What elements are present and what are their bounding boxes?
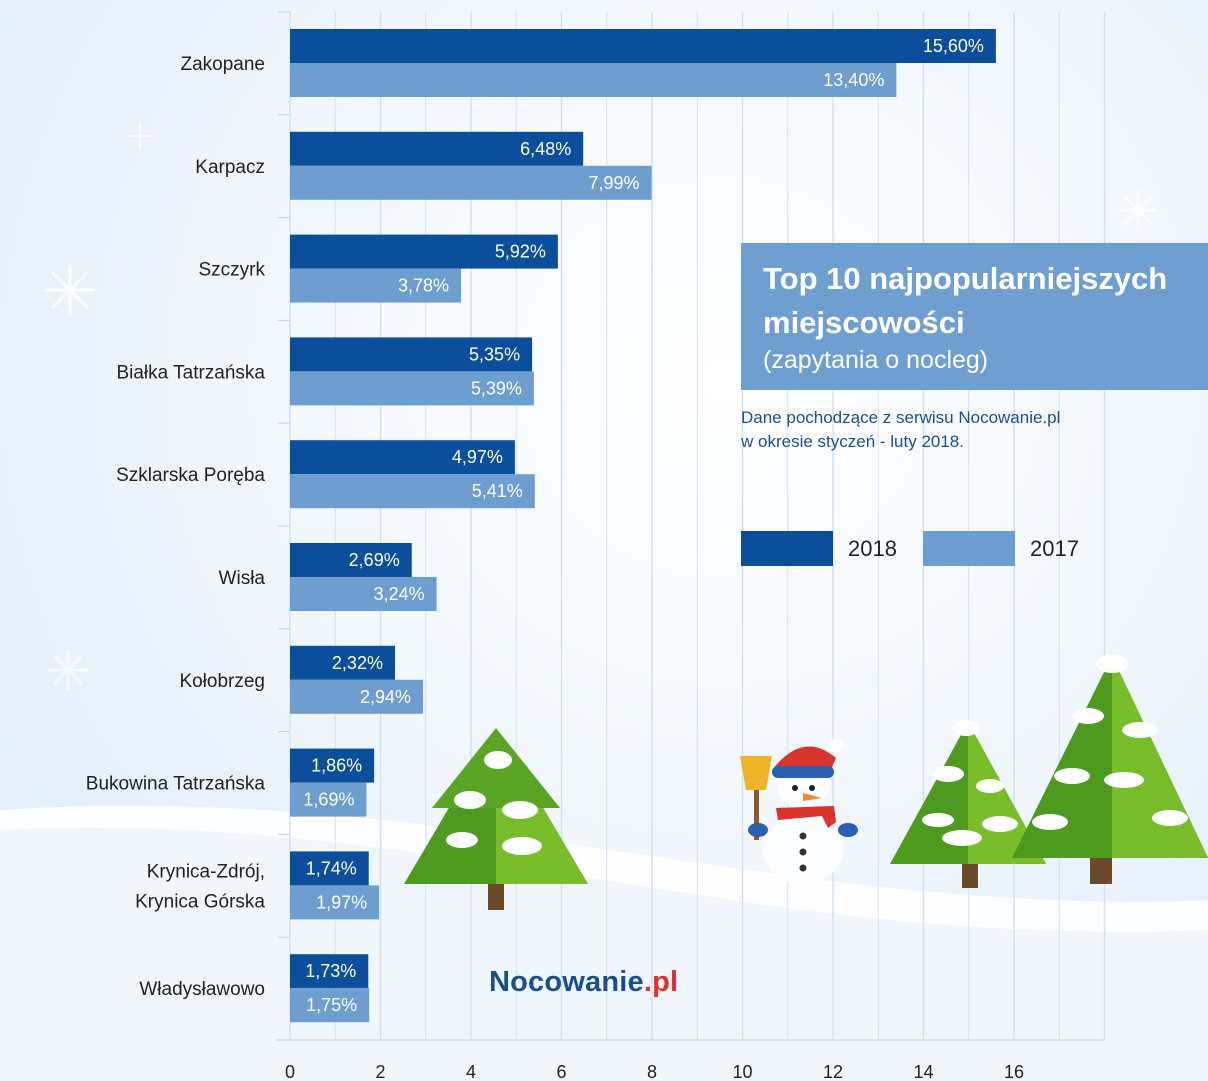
category-label: Wisła: [219, 568, 266, 589]
category-label: Krynica-Zdrój,: [147, 861, 265, 882]
bar-value-label: 5,41%: [472, 481, 523, 501]
chart-subtitle: (zapytania o nocleg): [763, 346, 989, 374]
bar-2018: [290, 645, 395, 680]
bar-value-label: 15,60%: [923, 36, 984, 56]
x-tick-label: 6: [556, 1062, 566, 1081]
bar-2018: [290, 954, 369, 989]
bar-2017: [290, 679, 424, 714]
christmas-tree-icon: [404, 728, 588, 910]
snowflake-icon: [45, 265, 95, 315]
bar-value-label: 5,39%: [471, 378, 522, 398]
bar-value-label: 5,35%: [469, 344, 520, 364]
bar-2017: [290, 474, 535, 509]
bar-value-label: 1,73%: [305, 961, 356, 981]
legend-swatch-2017: [923, 531, 1015, 566]
bar-value-label: 1,69%: [303, 790, 354, 810]
bar-2017: [290, 988, 370, 1023]
chart-title-line-2: miejscowości: [763, 305, 965, 340]
bar-2017: [290, 885, 380, 920]
snowflake-icon: [126, 122, 154, 150]
bar-value-label: 2,32%: [332, 653, 383, 673]
category-label: Zakopane: [180, 54, 265, 75]
x-tick-label: 0: [285, 1062, 295, 1081]
brand-logo: Nocowanie.pl: [489, 966, 678, 999]
bar-value-label: 7,99%: [589, 173, 640, 193]
category-label: Kołobrzeg: [179, 671, 265, 692]
bar-value-label: 6,48%: [520, 139, 571, 159]
bar-2018: [290, 131, 584, 166]
bar-value-label: 1,75%: [306, 995, 357, 1015]
bar-value-label: 3,78%: [398, 276, 449, 296]
bar-2017: [290, 63, 897, 97]
snowflake-icon: [1118, 190, 1158, 230]
x-tick-label: 14: [913, 1062, 933, 1081]
category-label: Szczyrk: [199, 260, 266, 281]
category-label: Karpacz: [195, 157, 265, 178]
bar-value-label: 1,86%: [311, 756, 362, 776]
bar-2018: [290, 440, 515, 475]
bar-value-label: 13,40%: [823, 70, 884, 90]
x-tick-label: 4: [466, 1062, 476, 1081]
bar-2017: [290, 268, 462, 303]
bar-value-label: 5,92%: [495, 242, 546, 262]
christmas-tree-icon: [890, 720, 1046, 888]
category-label: Szklarska Poręba: [116, 465, 265, 486]
source-note: Dane pochodzące z serwisu Nocowanie.pl w…: [741, 406, 1181, 454]
bar-value-label: 1,97%: [316, 892, 367, 912]
chart-title-box: Top 10 najpopularniejszych miejscowości …: [741, 243, 1208, 390]
category-label: Krynica Górska: [135, 891, 265, 912]
source-note-line-2: w okresie styczeń - luty 2018.: [741, 432, 964, 451]
christmas-tree-icon: [1012, 655, 1208, 884]
bar-2017: [290, 577, 437, 611]
legend-label-2017: 2017: [1030, 536, 1079, 561]
bar-2018: [290, 29, 996, 63]
category-label: Białka Tatrzańska: [116, 362, 265, 383]
bar-value-label: 2,94%: [360, 687, 411, 707]
source-note-line-1: Dane pochodzące z serwisu Nocowanie.pl: [741, 408, 1061, 427]
x-tick-label: 2: [375, 1062, 385, 1081]
bar-2018: [290, 748, 375, 783]
bar-2017: [290, 371, 534, 406]
bar-value-label: 2,69%: [349, 550, 400, 570]
snowflake-icon: [48, 650, 88, 690]
chart-title-line-1: Top 10 najpopularniejszych: [763, 261, 1168, 296]
category-label: Władysławowo: [139, 979, 265, 1000]
x-tick-label: 12: [823, 1062, 843, 1081]
brand-name: Nocowanie: [489, 966, 644, 998]
legend-label-2018: 2018: [848, 536, 897, 561]
x-tick-label: 16: [1004, 1062, 1024, 1081]
bar-2018: [290, 234, 558, 269]
bar-2018: [290, 851, 369, 886]
category-label: Bukowina Tatrzańska: [86, 774, 266, 795]
snowman-icon: [740, 739, 858, 884]
bar-2017: [290, 782, 367, 817]
bar-2017: [290, 165, 652, 200]
bar-value-label: 4,97%: [452, 447, 503, 467]
bar-2018: [290, 543, 412, 577]
bar-2018: [290, 337, 533, 372]
bar-value-label: 3,24%: [374, 584, 425, 604]
legend-swatch-2018: [741, 531, 833, 566]
brand-suffix: .pl: [643, 966, 679, 998]
x-tick-label: 10: [732, 1062, 752, 1081]
bar-value-label: 1,74%: [306, 858, 357, 878]
x-tick-label: 8: [647, 1062, 657, 1081]
